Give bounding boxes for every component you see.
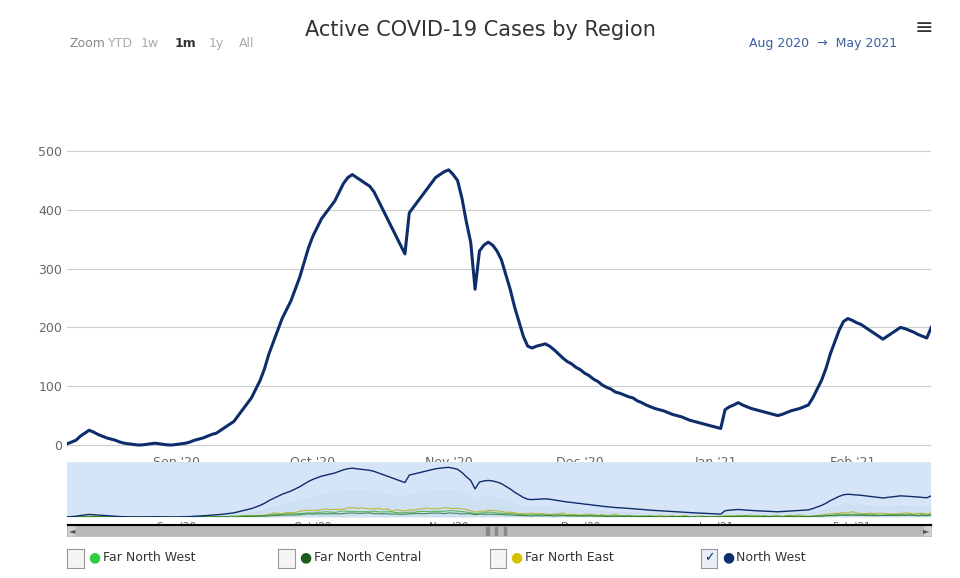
Text: 1w: 1w xyxy=(141,37,159,50)
Text: ●: ● xyxy=(88,551,101,565)
Text: Active COVID-19 Cases by Region: Active COVID-19 Cases by Region xyxy=(304,20,656,40)
Text: 1y: 1y xyxy=(208,37,224,50)
Text: Zoom: Zoom xyxy=(69,37,105,50)
Text: ●: ● xyxy=(300,551,312,565)
Text: ≡: ≡ xyxy=(915,18,933,39)
Text: Far North Central: Far North Central xyxy=(314,551,421,564)
Text: ✓: ✓ xyxy=(704,551,714,565)
Text: ●: ● xyxy=(722,551,734,565)
Text: ►: ► xyxy=(923,526,929,535)
Text: 1m: 1m xyxy=(175,37,197,50)
Bar xyxy=(486,527,489,535)
Text: Far North East: Far North East xyxy=(525,551,613,564)
Text: ●: ● xyxy=(511,551,523,565)
Bar xyxy=(495,527,497,535)
Text: Aug 2020  →  May 2021: Aug 2020 → May 2021 xyxy=(750,37,898,50)
Text: YTD: YTD xyxy=(108,37,132,50)
Text: All: All xyxy=(239,37,254,50)
Text: ◄: ◄ xyxy=(69,526,76,535)
Bar xyxy=(503,527,506,535)
Bar xyxy=(76,526,923,535)
Text: Far North West: Far North West xyxy=(103,551,195,564)
Text: North West: North West xyxy=(736,551,806,564)
